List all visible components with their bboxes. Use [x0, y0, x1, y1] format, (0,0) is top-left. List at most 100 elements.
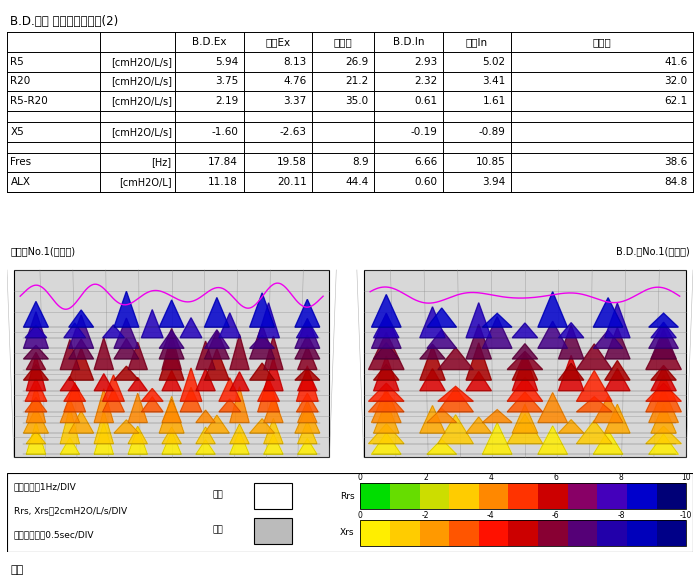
Polygon shape [420, 346, 445, 380]
Text: Xrs: Xrs [340, 528, 354, 537]
Polygon shape [128, 342, 148, 370]
Bar [568, 482, 597, 509]
Polygon shape [60, 339, 80, 370]
Text: 19.58: 19.58 [277, 158, 307, 168]
Polygon shape [250, 419, 274, 433]
Polygon shape [204, 297, 230, 327]
Polygon shape [482, 317, 512, 349]
Polygon shape [512, 353, 538, 380]
Bar [364, 270, 686, 457]
Text: 2.32: 2.32 [414, 77, 437, 86]
Text: 通常Ex: 通常Ex [265, 37, 290, 47]
Text: B.D.：No.1(パルス): B.D.：No.1(パルス) [616, 246, 690, 256]
Polygon shape [250, 325, 274, 359]
Polygon shape [482, 313, 512, 327]
Polygon shape [141, 388, 163, 401]
Polygon shape [298, 401, 317, 422]
Bar [657, 520, 686, 545]
Text: -1.60: -1.60 [211, 127, 238, 137]
Polygon shape [180, 318, 202, 338]
Polygon shape [69, 411, 94, 433]
Polygon shape [512, 344, 538, 359]
Polygon shape [258, 377, 279, 412]
Polygon shape [508, 414, 542, 444]
Polygon shape [649, 389, 678, 422]
Text: 5.02: 5.02 [482, 57, 505, 67]
Polygon shape [649, 323, 678, 349]
Polygon shape [605, 328, 630, 359]
Text: 41.6: 41.6 [664, 57, 687, 67]
Text: 4: 4 [488, 473, 493, 482]
Text: 2.93: 2.93 [414, 57, 437, 67]
Text: 6: 6 [554, 473, 558, 482]
Text: X5: X5 [10, 127, 25, 137]
Text: 通常In: 通常In [466, 37, 488, 47]
Polygon shape [219, 378, 241, 401]
Text: 呼気: 呼気 [213, 491, 223, 500]
Polygon shape [162, 431, 181, 454]
Polygon shape [482, 409, 512, 422]
Text: 26.9: 26.9 [345, 57, 368, 67]
Polygon shape [297, 366, 319, 401]
Polygon shape [538, 392, 568, 422]
Polygon shape [180, 368, 202, 401]
Polygon shape [64, 323, 85, 338]
Polygon shape [27, 352, 46, 370]
Polygon shape [372, 294, 401, 327]
Polygon shape [508, 377, 542, 401]
Polygon shape [508, 352, 542, 370]
Polygon shape [538, 291, 568, 327]
Text: R20: R20 [10, 77, 31, 86]
Polygon shape [369, 392, 404, 412]
Text: B.D.Ex: B.D.Ex [192, 37, 227, 47]
Polygon shape [196, 341, 215, 370]
Bar [657, 482, 686, 509]
Polygon shape [258, 303, 279, 338]
Polygon shape [438, 388, 473, 412]
Polygon shape [114, 420, 139, 433]
Text: -6: -6 [552, 511, 559, 520]
Polygon shape [264, 358, 283, 391]
Polygon shape [114, 318, 139, 349]
Polygon shape [128, 393, 148, 422]
Polygon shape [250, 293, 274, 327]
Polygon shape [538, 426, 568, 454]
Polygon shape [559, 420, 584, 433]
Polygon shape [372, 433, 401, 454]
Polygon shape [577, 371, 612, 401]
Polygon shape [264, 336, 283, 370]
Polygon shape [219, 313, 241, 338]
Polygon shape [230, 430, 249, 454]
Polygon shape [372, 388, 401, 422]
Polygon shape [651, 322, 676, 338]
Polygon shape [114, 366, 139, 380]
Text: 2.19: 2.19 [215, 96, 238, 106]
Polygon shape [24, 408, 48, 433]
Polygon shape [230, 424, 249, 444]
Polygon shape [508, 392, 542, 412]
Text: -10: -10 [680, 511, 692, 520]
Text: 11.18: 11.18 [209, 177, 238, 187]
Polygon shape [24, 364, 48, 380]
Polygon shape [64, 384, 85, 401]
Polygon shape [60, 437, 80, 454]
Polygon shape [298, 370, 317, 391]
Text: 0.60: 0.60 [414, 177, 437, 187]
Polygon shape [651, 404, 676, 433]
Polygon shape [94, 389, 113, 422]
Polygon shape [466, 343, 491, 380]
Polygon shape [69, 310, 94, 327]
Polygon shape [196, 410, 215, 422]
Polygon shape [559, 323, 584, 338]
Text: 改善率: 改善率 [593, 37, 612, 47]
Text: 周波数　：1Hz/DIV: 周波数 ：1Hz/DIV [14, 483, 76, 492]
Text: 10: 10 [681, 473, 691, 482]
Text: 3.41: 3.41 [482, 77, 505, 86]
Text: 時間経過　：0.5sec/DIV: 時間経過 ：0.5sec/DIV [14, 530, 94, 539]
Text: 4.76: 4.76 [284, 77, 307, 86]
Polygon shape [69, 339, 94, 359]
Bar [597, 520, 627, 545]
Polygon shape [295, 335, 320, 359]
Polygon shape [651, 367, 676, 391]
Polygon shape [646, 383, 681, 401]
